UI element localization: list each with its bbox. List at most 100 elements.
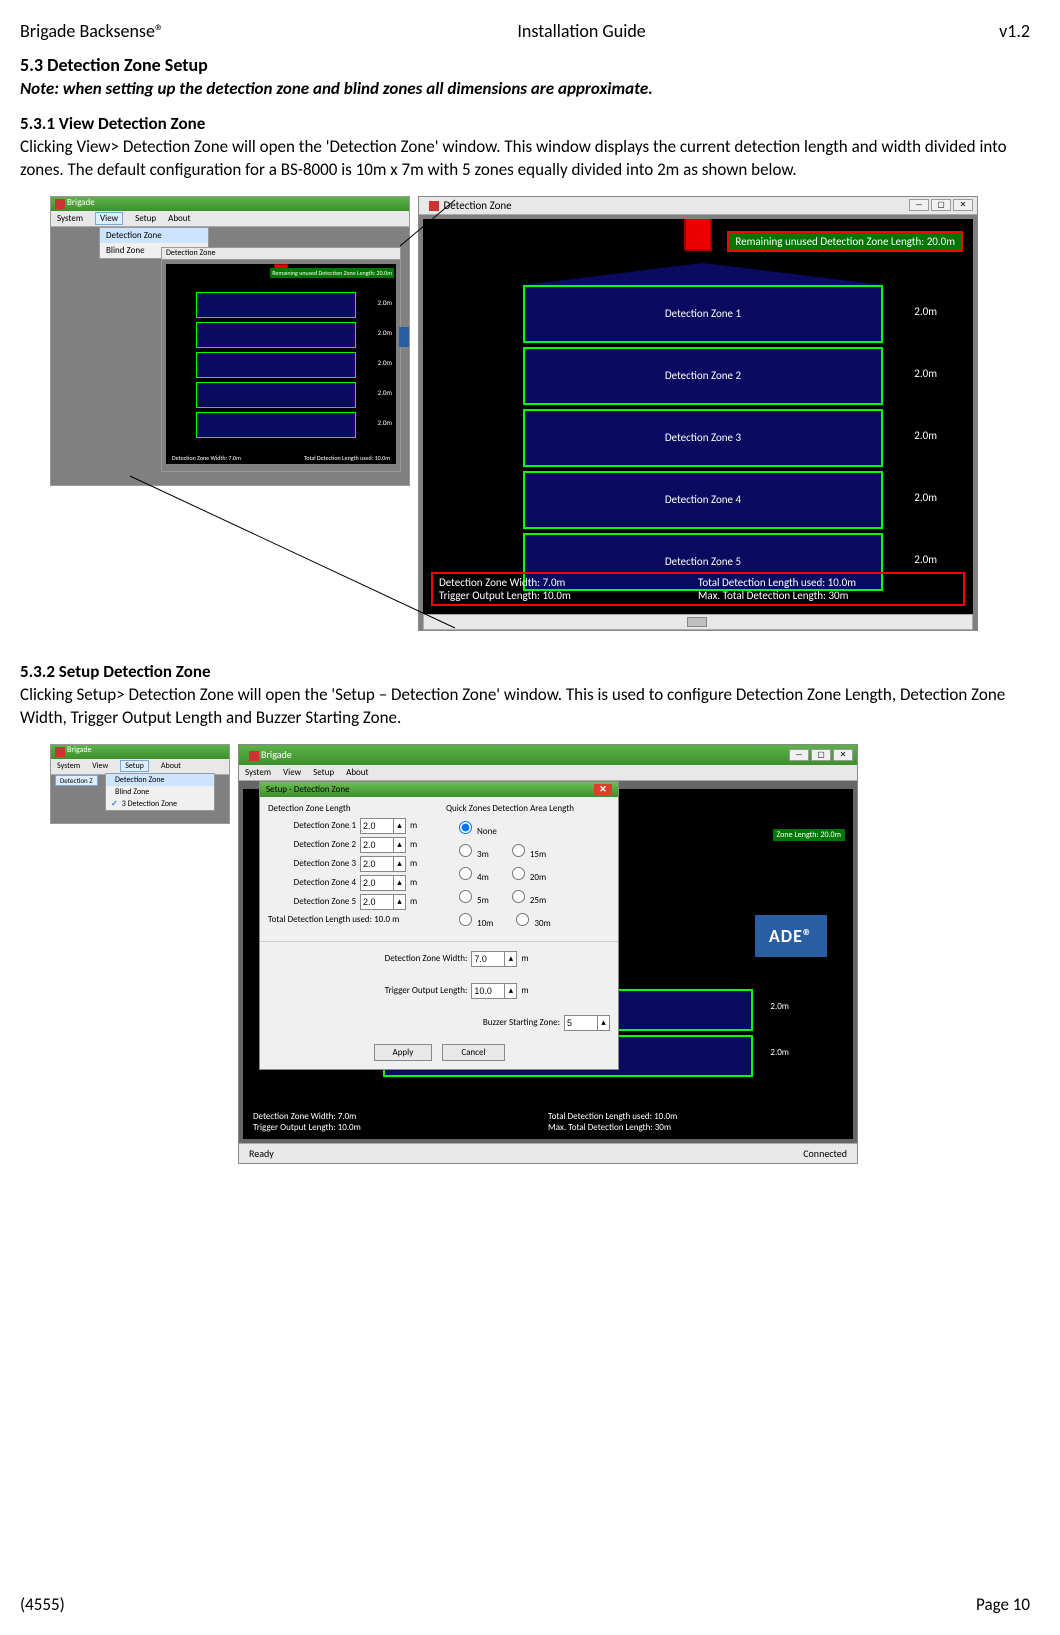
menu-view[interactable]: View: [283, 767, 301, 778]
zone-3-m: 2.0m: [914, 429, 937, 442]
menu-system[interactable]: System: [57, 213, 83, 224]
radio-25m[interactable]: 25m: [507, 887, 546, 906]
dz3-label: Detection Zone 3: [268, 858, 356, 869]
menu-system[interactable]: System: [245, 767, 271, 778]
header-left: Brigade Backsense®: [20, 20, 164, 42]
menu-setup[interactable]: Setup: [135, 213, 156, 224]
mini-zone: [196, 292, 356, 318]
total-used-label: Total Detection Length used: 10.0 m: [268, 914, 432, 925]
setup-dropdown: Detection Zone Blind Zone ✓3 Detection Z…: [105, 773, 215, 811]
menu-view[interactable]: View: [92, 761, 108, 771]
setup-screenshot: Brigade — ▢ ✕ System View Setup About Zo…: [238, 744, 858, 1164]
trigger-input[interactable]: [472, 985, 504, 997]
buzzer-input[interactable]: [565, 1017, 597, 1029]
scroll-thumb[interactable]: [687, 617, 707, 627]
dz1-input[interactable]: [361, 820, 393, 832]
figure-row-1: Brigade System View Setup About Detectio…: [20, 196, 1030, 631]
subsection-2-para: Clicking Setup> Detection Zone will open…: [20, 684, 1030, 730]
dz4-label: Detection Zone 4: [268, 877, 356, 888]
mini-remain: Remaining unused Detection Zone Length: …: [270, 268, 394, 278]
mini-zone: [196, 352, 356, 378]
spin-up-icon[interactable]: ▴: [393, 857, 405, 871]
menu-view[interactable]: View: [95, 212, 123, 225]
radio-15m[interactable]: 15m: [507, 841, 546, 860]
summary-width: Detection Zone Width: 7.0m: [439, 576, 698, 589]
status-bar: Ready Connected: [239, 1143, 857, 1163]
sensor-icon: [684, 219, 712, 251]
zone-3: Detection Zone 3: [523, 409, 883, 467]
spin-up-icon[interactable]: ▴: [597, 1016, 609, 1030]
radio-3m[interactable]: 3m: [454, 841, 489, 860]
minimize-button[interactable]: —: [789, 749, 809, 761]
doc-badge-icon: E: [399, 327, 410, 347]
zone-1: Detection Zone 1: [523, 285, 883, 343]
buzzer-label: Buzzer Starting Zone:: [442, 1017, 560, 1028]
summary-max: Max. Total Detection Length: 30m: [698, 589, 957, 602]
dz2-label: Detection Zone 2: [268, 839, 356, 850]
spin-up-icon[interactable]: ▴: [393, 838, 405, 852]
dd-blind-zone[interactable]: Blind Zone: [106, 786, 214, 798]
close-button[interactable]: ✕: [833, 749, 853, 761]
section-note: Note: when setting up the detection zone…: [20, 78, 1030, 99]
app-icon: [55, 747, 65, 757]
spin-up-icon[interactable]: ▴: [393, 876, 405, 890]
group-dz-length: Detection Zone Length: [268, 803, 432, 814]
menu-setup[interactable]: Setup: [313, 767, 334, 778]
dd-detection-zone[interactable]: Detection Zone: [106, 774, 214, 786]
dz5-label: Detection Zone 5: [268, 896, 356, 907]
subsection-2-title: 5.3.2 Setup Detection Zone: [20, 661, 1030, 682]
setup-detection-zone-dialog: Setup - Detection Zone ✕ Detection Zone …: [259, 781, 619, 1070]
subsection-1-title: 5.3.1 View Detection Zone: [20, 113, 1030, 134]
menu-system[interactable]: System: [57, 761, 80, 771]
menu-about[interactable]: About: [161, 761, 181, 771]
zone-4-m: 2.0m: [914, 491, 937, 504]
dz5-input[interactable]: [361, 896, 393, 908]
dz3-input[interactable]: [361, 858, 393, 870]
zone-top-wedge: [523, 263, 883, 285]
menu-about[interactable]: About: [346, 767, 368, 778]
status-connected: Connected: [803, 1147, 847, 1160]
app-icon: [55, 199, 65, 209]
menu-screenshot-setup: Brigade System View Setup About Detectio…: [50, 744, 230, 824]
maximize-button[interactable]: ▢: [931, 199, 951, 211]
subsection-1-para: Clicking View> Detection Zone will open …: [20, 136, 1030, 182]
mini-zone: [196, 322, 356, 348]
section-title: 5.3 Detection Zone Setup: [20, 54, 1030, 76]
dz-tab[interactable]: Detection Z: [55, 775, 98, 786]
summary-total-used: Total Detection Length used: 10.0m: [698, 576, 957, 589]
dialog-close-button[interactable]: ✕: [594, 784, 612, 795]
window-title: Detection Zone: [444, 199, 512, 212]
dz2-input[interactable]: [361, 839, 393, 851]
minimize-button[interactable]: —: [909, 199, 929, 211]
dd-detection-zone[interactable]: Detection Zone: [100, 228, 208, 243]
apply-button[interactable]: Apply: [374, 1044, 433, 1061]
footer-right: Page 10: [976, 1594, 1030, 1615]
zone-1-m: 2.0m: [914, 305, 937, 318]
width-input[interactable]: [472, 953, 504, 965]
trigger-label: Trigger Output Length:: [349, 985, 467, 996]
spin-up-icon[interactable]: ▴: [504, 952, 516, 966]
radio-5m[interactable]: 5m: [454, 887, 489, 906]
mini-zone: [196, 412, 356, 438]
radio-30m[interactable]: 30m: [511, 910, 550, 929]
menu-setup[interactable]: Setup: [120, 760, 149, 772]
radio-20m[interactable]: 20m: [507, 864, 546, 883]
h-scrollbar[interactable]: [423, 614, 973, 630]
dz4-input[interactable]: [361, 877, 393, 889]
radio-4m[interactable]: 4m: [454, 864, 489, 883]
dd-3-detection-zone[interactable]: ✓3 Detection Zone: [106, 798, 214, 810]
radio-10m[interactable]: 10m: [454, 910, 493, 929]
close-button[interactable]: ✕: [953, 199, 973, 211]
dz1-label: Detection Zone 1: [268, 820, 356, 831]
cancel-button[interactable]: Cancel: [442, 1044, 504, 1061]
menu-about[interactable]: About: [168, 213, 190, 224]
maximize-button[interactable]: ▢: [811, 749, 831, 761]
detection-zone-mini-window: Detection Zone Remaining unused Detectio…: [161, 247, 401, 472]
spin-up-icon[interactable]: ▴: [393, 819, 405, 833]
menu-screenshot-view: Brigade System View Setup About Detectio…: [50, 196, 410, 486]
remaining-length-box: Remaining unused Detection Zone Length: …: [727, 231, 963, 252]
spin-up-icon[interactable]: ▴: [504, 984, 516, 998]
radio-none[interactable]: None: [454, 818, 497, 837]
spin-up-icon[interactable]: ▴: [393, 895, 405, 909]
zone-summary-2: Detection Zone Width: 7.0m Total Detecti…: [253, 1111, 843, 1133]
